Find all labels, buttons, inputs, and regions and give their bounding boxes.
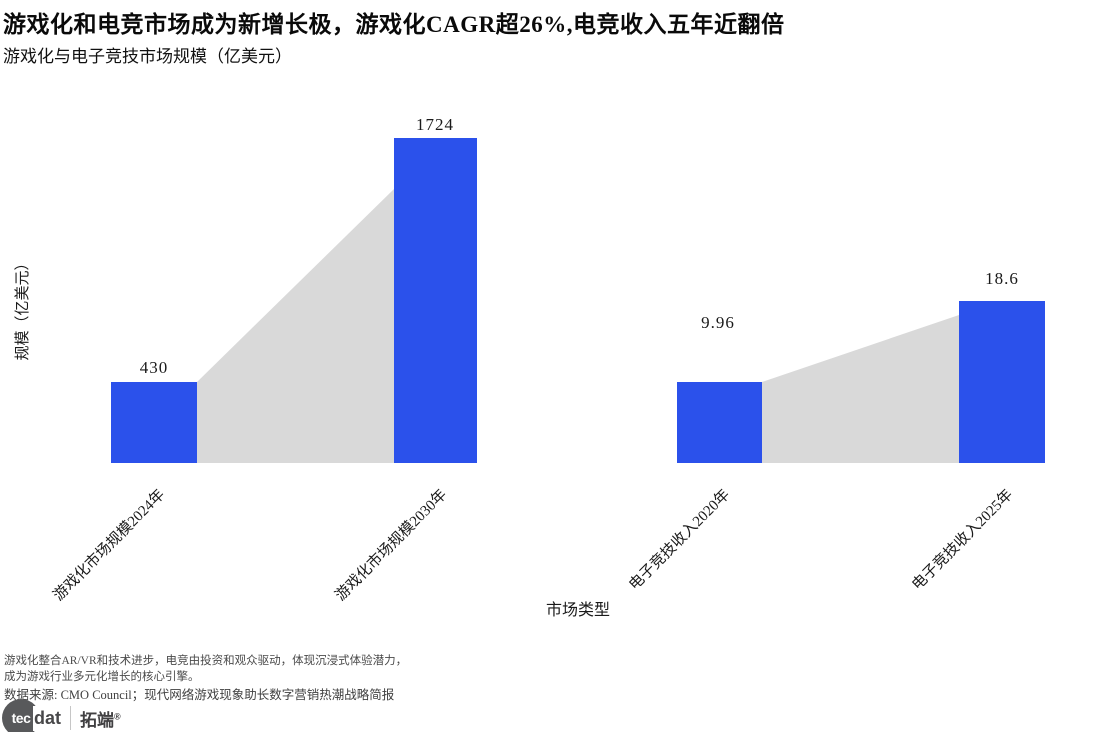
connector-esports <box>762 315 959 463</box>
bar-gamification-2024 <box>111 382 197 463</box>
footnote-line-1: 游戏化整合AR/VR和技术进步，电竞由投资和观众驱动，体现沉浸式体验潜力， <box>4 655 408 667</box>
value-label-esports-2025: 18.6 <box>985 269 1019 288</box>
value-label-esports-2020: 9.96 <box>701 313 735 332</box>
tecdat-logo: tec dat 拓端® <box>2 699 121 732</box>
data-source: 数据来源: CMO Council；现代网络游戏现象助长数字营销热潮战略简报 <box>4 688 395 702</box>
chart-subtitle: 游戏化与电子竞技市场规模（亿美元） <box>3 47 292 66</box>
registered-mark: ® <box>114 710 121 721</box>
footnote-line-2: 成为游戏行业多元化增长的核心引擎。 <box>4 671 200 683</box>
value-label-gamification-2030: 1724 <box>416 115 454 134</box>
value-label-gamification-2024: 430 <box>139 358 169 377</box>
bar-esports-2020 <box>677 382 762 463</box>
tecdat-logo-dat: dat <box>33 705 61 731</box>
bar-esports-2025 <box>959 301 1045 463</box>
logo-divider <box>70 706 71 730</box>
brand-text: 拓端 <box>80 710 114 730</box>
bar-gamification-2030 <box>394 138 477 463</box>
page-title: 游戏化和电竞市场成为新增长极，游戏化CAGR超26%,电竞收入五年近翻倍 <box>3 12 785 37</box>
x-axis-label: 市场类型 <box>545 602 610 619</box>
tecdat-brand-name: 拓端® <box>80 706 121 731</box>
connector-gamification <box>197 189 394 463</box>
